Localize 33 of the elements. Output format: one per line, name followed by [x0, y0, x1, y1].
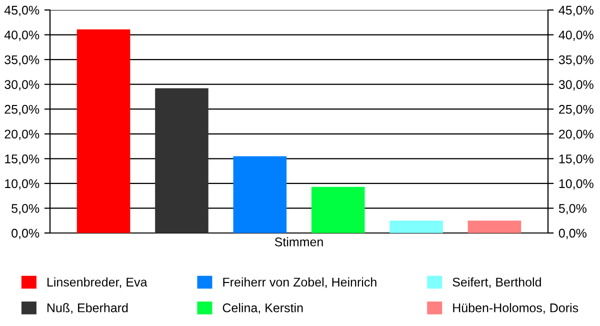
text: 35,0%: [558, 55, 594, 66]
bar: [390, 220, 443, 233]
text: 25,0%: [559, 104, 594, 116]
y-tick-label: 0,0%: [12, 228, 40, 240]
text: 0,0%: [558, 228, 586, 240]
y-tick-label: 5,0%: [12, 204, 40, 214]
bar: [233, 156, 287, 233]
x-tick-label: Stimmen: [274, 237, 323, 246]
y-tick-label: 35,0%: [4, 55, 40, 66]
text: 30,0%: [558, 80, 594, 90]
legend-label: Celina, Kerstin: [222, 303, 303, 314]
y-tick-label: 30,0%: [4, 80, 40, 90]
y-tick-label: 20,0%: [4, 130, 40, 140]
legend-label: Nuß, Eberhard: [47, 303, 128, 314]
bar: [311, 186, 365, 233]
y-tick-label: 10,0%: [5, 179, 40, 190]
text: 5,0%: [558, 204, 586, 214]
y-tick-label: 45,0%: [4, 6, 40, 16]
y-tick-label: 25,0%: [4, 104, 40, 116]
bar: [76, 29, 130, 233]
y-tick-label: 15,0%: [5, 154, 40, 165]
legend-label: Linsenbreder, Eva: [47, 277, 148, 288]
text: 20,0%: [559, 130, 594, 140]
legend-label: Seifert, Berthold: [452, 277, 541, 288]
legend-label: Freiherr von Zobel, Heinrich: [223, 277, 376, 288]
y-tick-label: 40,0%: [4, 30, 40, 41]
text: 40,0%: [558, 30, 594, 41]
bar: [468, 220, 522, 233]
text: 10,0%: [559, 179, 594, 190]
bar: [155, 88, 208, 233]
text: 15,0%: [559, 154, 594, 165]
text: 45,0%: [558, 6, 594, 16]
legend-label: Hüben-Holomos, Doris: [453, 303, 578, 314]
